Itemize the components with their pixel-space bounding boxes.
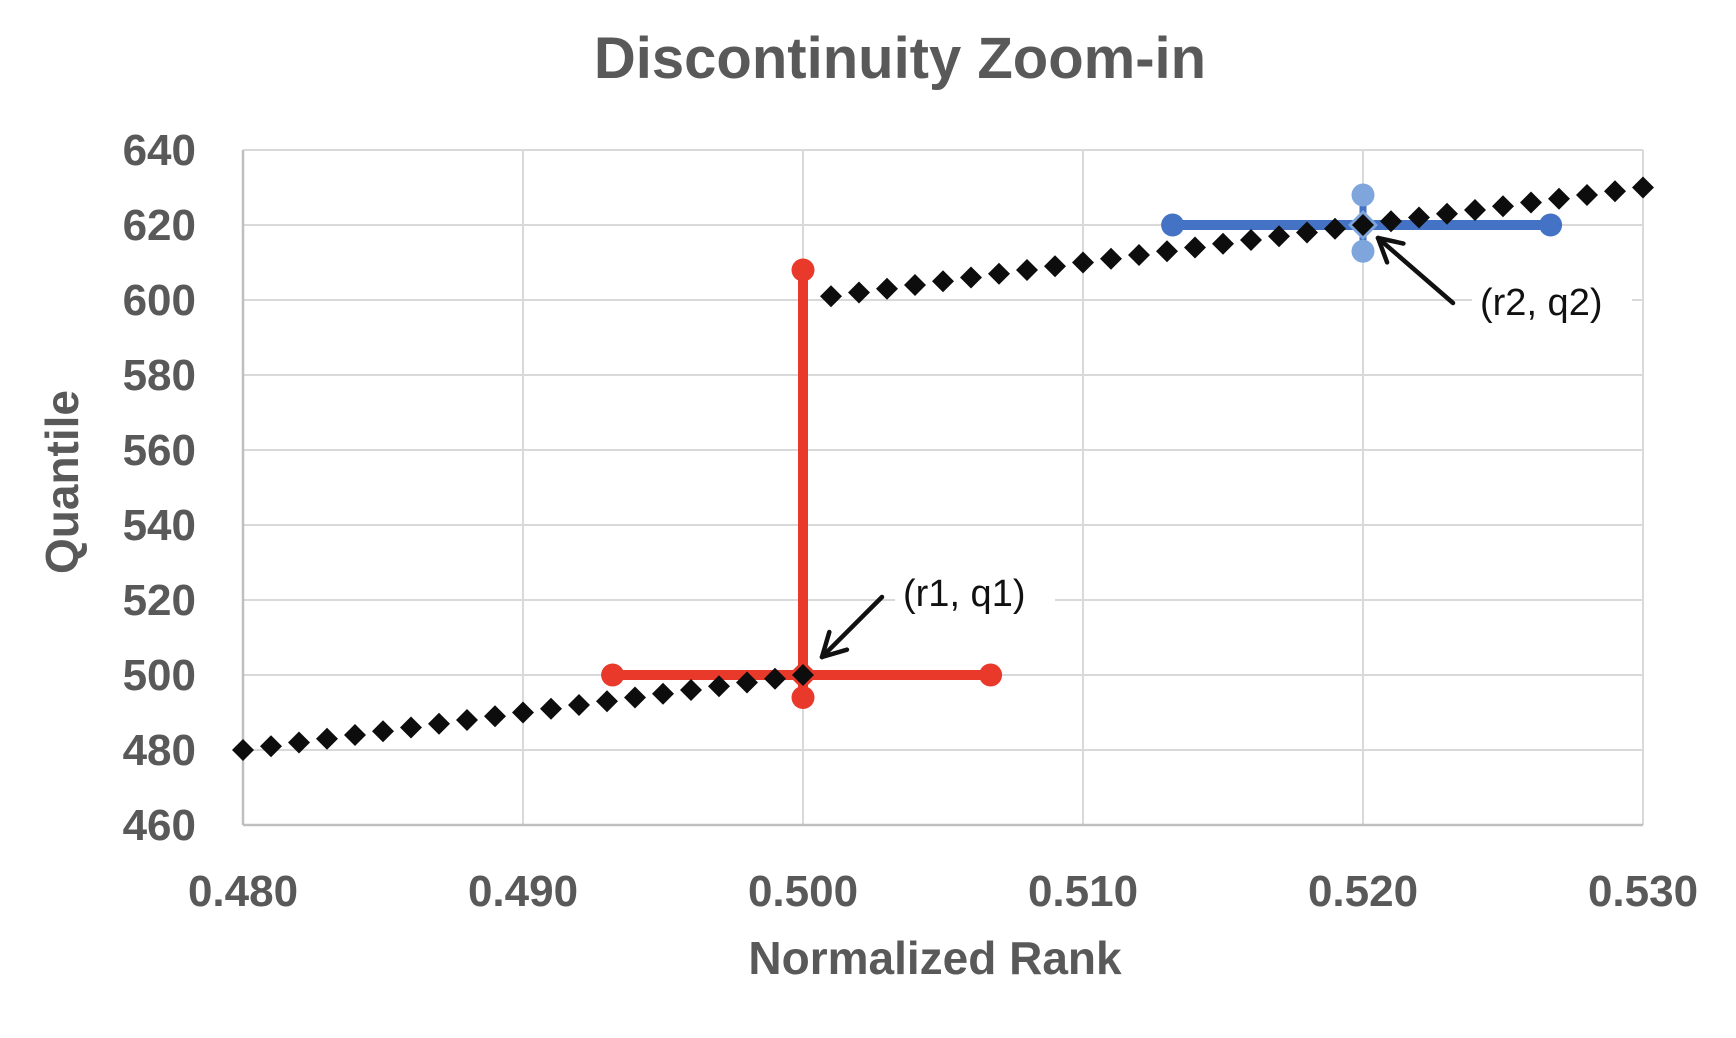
annotation-label: (r1, q1) xyxy=(903,573,1025,615)
bottom-cap-marker xyxy=(1351,239,1375,263)
data-point-diamond xyxy=(1128,244,1150,266)
axis-lines xyxy=(241,150,1643,827)
data-point-diamond xyxy=(232,739,254,761)
data-point-diamond xyxy=(1380,210,1402,233)
y-tick-label: 460 xyxy=(123,801,196,850)
right-cap-marker xyxy=(1539,213,1563,237)
data-point-diamond xyxy=(1548,187,1570,210)
x-tick-label: 0.520 xyxy=(1308,867,1418,916)
data-point-diamond xyxy=(260,735,282,758)
data-point-diamond xyxy=(1044,255,1066,278)
data-point-diamond xyxy=(1520,191,1542,214)
x-tick-label: 0.480 xyxy=(188,867,298,916)
annotation-arrowhead-barb xyxy=(819,629,832,660)
data-point-diamond xyxy=(1324,217,1346,240)
y-tick-label: 540 xyxy=(123,501,196,550)
y-tick-label: 640 xyxy=(123,126,196,175)
data-point-diamond xyxy=(1184,236,1206,259)
data-point-diamond xyxy=(848,281,870,304)
top-cap-marker xyxy=(791,258,815,282)
annotation-text-backing xyxy=(895,568,1055,618)
top-cap-marker xyxy=(1351,183,1375,207)
x-tick-label: 0.490 xyxy=(468,867,578,916)
x-axis-title: Normalized Rank xyxy=(748,932,1122,984)
right-cap-marker xyxy=(979,663,1003,687)
y-tick-label: 480 xyxy=(123,726,196,775)
annotations: (r1, q1) (r2, q2) xyxy=(819,235,1632,660)
data-point-diamond xyxy=(624,686,646,709)
chart-title: Discontinuity Zoom-in xyxy=(594,26,1206,91)
x-tick-label: 0.510 xyxy=(1028,867,1138,916)
gridlines xyxy=(243,149,1644,825)
data-point-diamond xyxy=(316,727,338,750)
data-point-diamond xyxy=(1212,232,1234,255)
data-point-diamond xyxy=(1408,206,1430,229)
data-point-diamond xyxy=(428,712,450,735)
data-point-diamond xyxy=(1352,214,1374,236)
data-point-diamond xyxy=(736,671,758,694)
x-tick-label: 0.500 xyxy=(748,867,858,916)
annotation-text-backing xyxy=(1472,277,1632,327)
annotation-arrowhead-barb xyxy=(819,647,850,660)
y-tick-label: 580 xyxy=(123,351,196,400)
data-point-diamond xyxy=(372,720,394,743)
data-point-diamond xyxy=(876,277,898,300)
data-point-diamond xyxy=(904,274,926,296)
data-point-diamond xyxy=(960,266,982,289)
y-tick-label: 520 xyxy=(123,576,196,625)
data-point-diamond xyxy=(1240,229,1262,251)
annotation-arrow-shaft xyxy=(819,594,885,660)
data-point-diamond xyxy=(1072,251,1094,274)
data-point-diamond xyxy=(456,709,478,731)
data-point-diamond xyxy=(1016,259,1038,281)
quantile-curve-points xyxy=(232,176,1654,761)
data-point-diamond xyxy=(1296,221,1318,244)
bottom-cap-marker xyxy=(791,686,815,709)
data-point-diamond xyxy=(764,667,786,690)
data-point-diamond xyxy=(540,697,562,720)
data-point-diamond xyxy=(288,731,310,754)
data-point-diamond xyxy=(680,679,702,701)
data-point-diamond xyxy=(1492,195,1514,218)
data-point-diamond xyxy=(988,262,1010,285)
data-point-diamond xyxy=(932,270,954,293)
data-point-diamond xyxy=(1100,247,1122,270)
y-tick-label: 560 xyxy=(123,426,196,475)
left-cap-marker xyxy=(601,663,625,687)
annotation-arrowhead-barb xyxy=(1375,235,1406,246)
annotation-arrow-shaft xyxy=(1375,235,1456,306)
y-axis-title: Quantile xyxy=(36,390,88,574)
data-point-diamond xyxy=(1604,180,1626,203)
data-point-diamond xyxy=(820,285,842,308)
data-point-diamond xyxy=(1436,202,1458,225)
data-point-diamond xyxy=(1156,240,1178,263)
y-tick-label: 600 xyxy=(123,276,196,325)
r1-uncertainty-cross xyxy=(601,258,1003,709)
annotation-label: (r2, q2) xyxy=(1480,282,1602,324)
data-point-diamond xyxy=(400,716,422,739)
tick-labels: 0.480 0.490 0.500 0.510 0.520 0.530 460 480 500 5… xyxy=(123,126,1698,916)
data-point-diamond xyxy=(1268,225,1290,248)
x-tick-label: 0.530 xyxy=(1588,867,1698,916)
data-point-diamond xyxy=(484,705,506,728)
data-point-diamond xyxy=(1464,199,1486,221)
data-point-diamond xyxy=(596,690,618,713)
y-tick-label: 620 xyxy=(123,201,196,250)
y-tick-label: 500 xyxy=(123,651,196,700)
data-point-diamond xyxy=(652,682,674,705)
data-point-diamond xyxy=(568,694,590,716)
data-point-diamond xyxy=(512,701,534,724)
data-point-diamond xyxy=(708,675,730,698)
left-cap-marker xyxy=(1161,213,1185,237)
data-point-diamond xyxy=(344,724,366,746)
data-point-diamond xyxy=(1576,184,1598,206)
data-point-diamond xyxy=(1632,176,1654,199)
data-point-diamond xyxy=(792,664,814,686)
annotation-arrowhead-barb xyxy=(1375,235,1390,265)
